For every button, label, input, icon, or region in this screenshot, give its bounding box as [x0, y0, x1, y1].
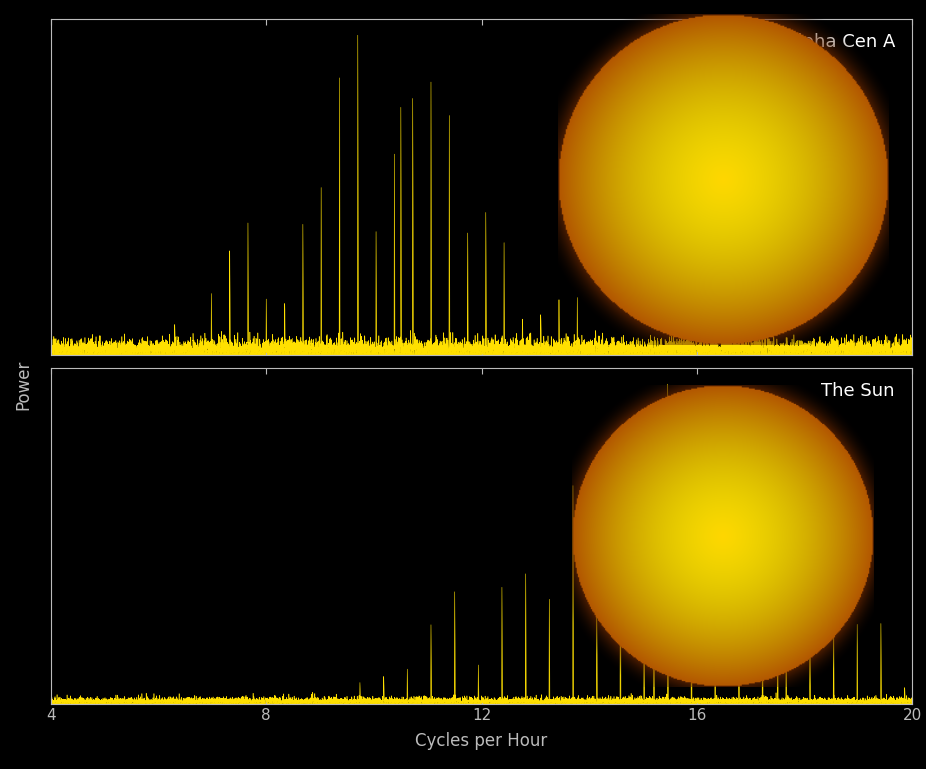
Text: Power: Power — [14, 359, 32, 410]
Text: The Sun: The Sun — [821, 381, 895, 400]
Text: Alpha Cen A: Alpha Cen A — [784, 32, 895, 51]
X-axis label: Cycles per Hour: Cycles per Hour — [416, 732, 547, 750]
